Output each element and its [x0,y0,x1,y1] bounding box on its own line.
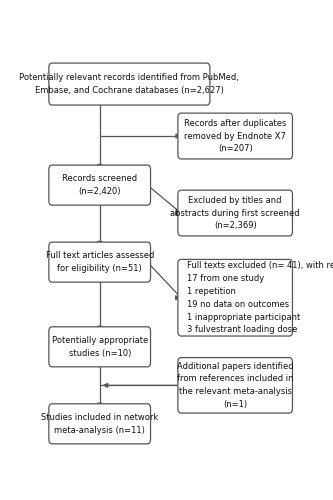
FancyBboxPatch shape [49,242,151,282]
Text: Excluded by titles and
abstracts during first screened
(n=2,369): Excluded by titles and abstracts during … [170,196,300,230]
FancyBboxPatch shape [178,190,292,236]
Text: Potentially relevant records identified from PubMed,
Embase, and Cochrane databa: Potentially relevant records identified … [19,73,239,95]
FancyBboxPatch shape [178,260,292,336]
Text: Studies included in network
meta-analysis (n=11): Studies included in network meta-analysi… [41,413,158,434]
FancyBboxPatch shape [49,404,151,444]
FancyBboxPatch shape [178,113,292,159]
FancyBboxPatch shape [178,358,292,413]
Text: Records screened
(n=2,420): Records screened (n=2,420) [62,174,137,196]
Text: Potentially appropriate
studies (n=10): Potentially appropriate studies (n=10) [52,336,148,358]
FancyBboxPatch shape [49,327,151,367]
Text: Full texts excluded (n= 41), with reasons
17 from one study
1 repetition
19 no d: Full texts excluded (n= 41), with reason… [187,261,333,334]
Text: Full text articles assessed
for eligibility (n=51): Full text articles assessed for eligibil… [46,251,154,273]
FancyBboxPatch shape [49,63,210,105]
Text: Records after duplicates
removed by Endnote X7
(n=207): Records after duplicates removed by Endn… [184,118,286,154]
Text: Additional papers identified
from references included in
the relevant meta-analy: Additional papers identified from refere… [177,362,293,409]
FancyBboxPatch shape [49,165,151,205]
